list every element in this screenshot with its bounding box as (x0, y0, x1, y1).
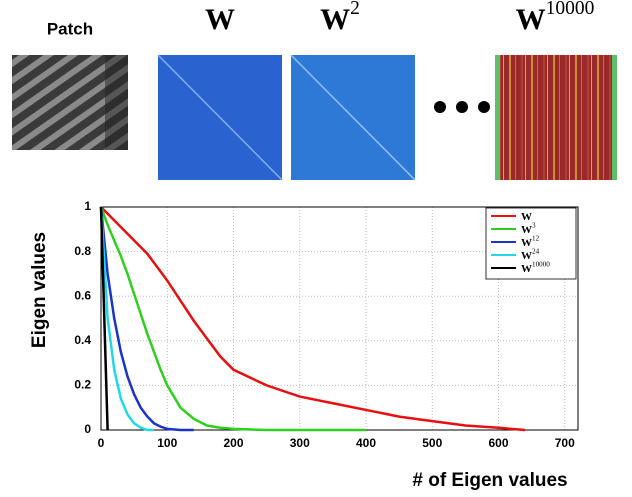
panel-title-base: W (205, 3, 235, 36)
legend-entry: W24 (521, 247, 540, 261)
x-tick-label: 0 (98, 436, 105, 450)
x-tick-label: 100 (157, 436, 177, 450)
y-tick-label: 0.6 (74, 288, 91, 302)
legend-entry: W (521, 211, 532, 223)
legend-entry-exponent: 12 (532, 234, 540, 242)
y-axis-label: Eigen values (29, 232, 50, 348)
panel-title: Patch (47, 19, 93, 38)
legend-entry-base: W (521, 250, 532, 262)
chart: 0 100 200 300 400 500 600 700 0 0.2 0.4 0.6 0.8 1 # of… (29, 199, 579, 491)
patch-shade (105, 55, 128, 150)
series-line (100, 206, 526, 432)
legend-entry-base: W (521, 237, 532, 249)
panel-title: W (205, 3, 235, 36)
y-tick-label: 0 (84, 422, 91, 436)
ellipsis-dot (456, 101, 468, 113)
legend-entry: W3 (521, 221, 536, 235)
w2-diagonal (290, 54, 416, 181)
x-tick-label: 400 (356, 436, 376, 450)
legend-entry: W10000 (521, 260, 550, 274)
x-tick-label: 500 (422, 436, 442, 450)
x-tick-label: 300 (290, 436, 310, 450)
legend-entry-exponent: 10000 (532, 260, 550, 268)
y-tick-label: 0.2 (74, 378, 91, 392)
series-line (99, 206, 194, 432)
x-tick-label: 700 (555, 436, 575, 450)
series-line (99, 206, 366, 432)
y-tick-label: 1 (84, 199, 91, 213)
panel-title-base: W (516, 3, 546, 36)
panel-title-exponent: 2 (350, 0, 360, 19)
legend-entry-base: W (521, 263, 532, 275)
x-tick-label: 200 (223, 436, 243, 450)
legend-entry-exponent: 24 (532, 247, 540, 255)
y-tick-label: 0.8 (74, 244, 91, 258)
legend-entry-base: W (521, 224, 532, 236)
w-diagonal (157, 54, 283, 181)
panel-titles: Patch W W2 W10000 (47, 0, 595, 38)
w10000-edge (495, 55, 500, 180)
x-axis-label: # of Eigen values (412, 470, 567, 491)
y-tick-label: 0.4 (74, 333, 91, 347)
x-tick-label: 600 (488, 436, 508, 450)
panel-images (12, 54, 617, 181)
panel-title: W2 (320, 0, 360, 36)
panel-title-exponent: 10000 (546, 0, 595, 19)
legend-entry-base: W (521, 211, 532, 223)
panel-title: W10000 (516, 0, 595, 36)
series-line (99, 206, 154, 432)
legend-entry-exponent: 3 (532, 221, 536, 229)
legend-entry: W12 (521, 234, 540, 248)
ellipsis-dot (478, 101, 490, 113)
panel-title-base: W (320, 3, 350, 36)
w10000-edge (612, 55, 617, 180)
series-line (99, 206, 109, 431)
w10000-image (495, 55, 617, 180)
ellipsis-dot (434, 101, 446, 113)
